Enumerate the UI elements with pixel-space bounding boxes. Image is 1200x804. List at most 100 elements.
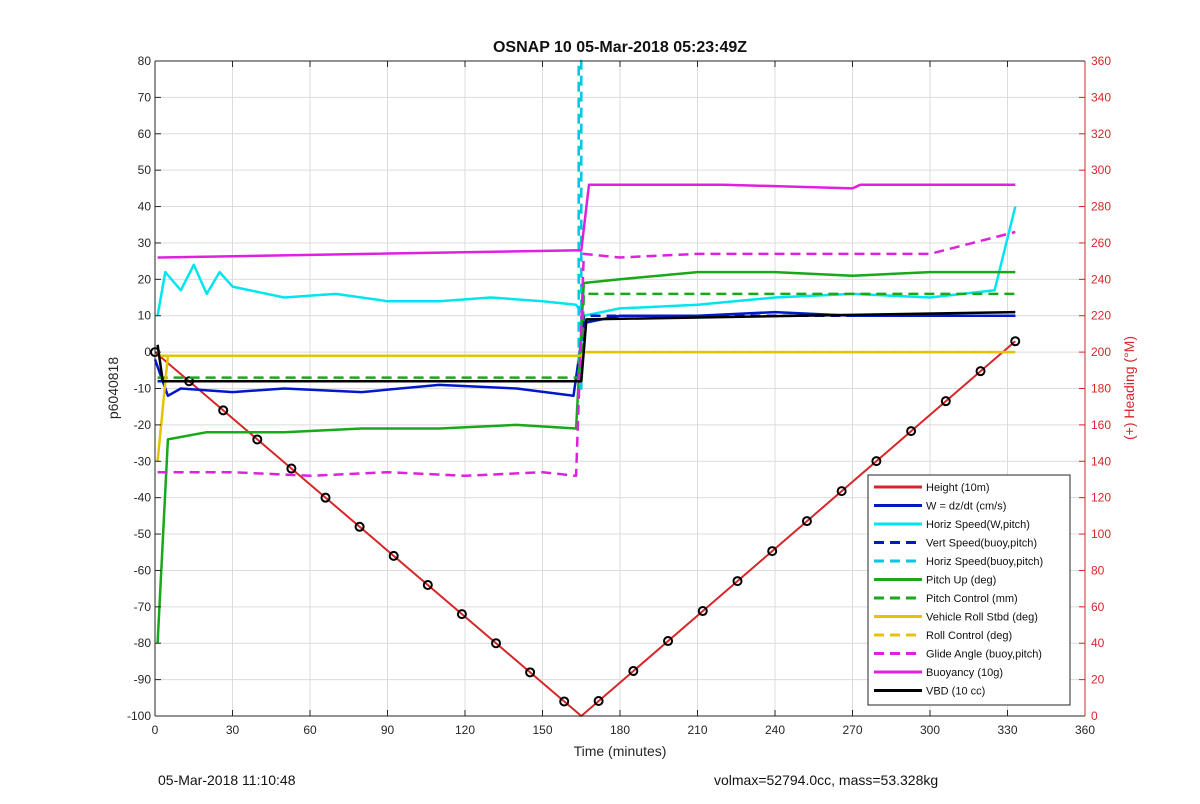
y-tick-label: -100 (127, 709, 151, 723)
legend-entry-3: Vert Speed(buoy,pitch) (926, 538, 1037, 550)
y-tick-label: -60 (134, 563, 152, 577)
y2-tick-label: 360 (1091, 54, 1111, 68)
legend-entry-2: Horiz Speed(W,pitch) (926, 519, 1030, 531)
y2-tick-label: 60 (1091, 600, 1105, 614)
height-marker (663, 636, 674, 647)
legend-entry-11: VBD (10 cc) (926, 686, 985, 698)
y-tick-label: -50 (134, 527, 152, 541)
legend-entry-9: Glide Angle (buoy,pitch) (926, 649, 1042, 661)
footer-timestamp: 05-Mar-2018 11:10:48 (158, 772, 296, 788)
x-tick-label: 30 (226, 723, 240, 737)
height-marker (767, 546, 778, 557)
height-marker (388, 550, 399, 561)
legend-entry-6: Pitch Control (mm) (926, 593, 1018, 605)
height-marker (697, 606, 708, 617)
y-axis-label: p6040818 (105, 357, 121, 420)
x-axis-label: Time (minutes) (574, 743, 667, 759)
y-tick-label: -10 (134, 382, 152, 396)
height-marker (628, 666, 639, 677)
y2-tick-label: 200 (1091, 345, 1111, 359)
x-tick-label: 300 (920, 723, 940, 737)
y-tick-label: -70 (134, 600, 152, 614)
y2-tick-label: 80 (1091, 563, 1105, 577)
y2-tick-label: 340 (1091, 90, 1111, 104)
height-marker (491, 638, 501, 649)
height-marker (801, 516, 812, 527)
x-tick-label: 180 (610, 723, 630, 737)
series-line-9 (157, 230, 1016, 478)
legend-entry-0: Height (10m) (926, 482, 990, 494)
height-marker (354, 521, 365, 532)
height-marker (732, 576, 743, 587)
y-tick-label: -80 (134, 636, 152, 650)
x-tick-label: 210 (687, 723, 707, 737)
legend-entry-7: Vehicle Roll Stbd (deg) (926, 612, 1038, 624)
x-tick-label: 60 (303, 723, 317, 737)
height-marker (422, 580, 433, 590)
y2-tick-label: 320 (1091, 127, 1111, 141)
y2-tick-label: 240 (1091, 272, 1111, 286)
y-tick-label: 30 (138, 236, 152, 250)
height-marker (975, 366, 986, 377)
x-tick-label: 270 (842, 723, 862, 737)
y-tick-label: -90 (134, 673, 152, 687)
x-tick-label: 360 (1075, 723, 1095, 737)
y2-tick-label: 0 (1091, 709, 1098, 723)
series-layer (150, 59, 1021, 717)
y-tick-label: 50 (138, 163, 152, 177)
axes: 0 30 60 90 120 150 180 210 240 270 300 330 360-100-9… (127, 54, 1111, 737)
y2-tick-label: 220 (1091, 309, 1111, 323)
y-tick-label: 60 (138, 127, 152, 141)
height-marker (836, 486, 847, 497)
y2-tick-label: 180 (1091, 382, 1111, 396)
series-line-2 (156, 206, 1017, 317)
y2-tick-label: 160 (1091, 418, 1111, 432)
y2-tick-label: 260 (1091, 236, 1111, 250)
legend-entry-8: Roll Control (deg) (926, 630, 1012, 642)
height-marker (906, 426, 917, 437)
y-tick-label: 40 (138, 200, 152, 214)
series-line-6 (157, 292, 1016, 379)
y-tick-label: -40 (134, 491, 152, 505)
legend: Height (10m) W = dz/dt (cm/s) Horiz Speed(… (867, 474, 1071, 706)
x-tick-label: 0 (152, 723, 159, 737)
legend-entry-5: Pitch Up (deg) (926, 575, 996, 587)
x-tick-label: 90 (381, 723, 395, 737)
height-marker (871, 456, 882, 467)
height-marker (286, 463, 297, 474)
y-tick-label: 0 (144, 345, 151, 359)
height-marker (940, 396, 951, 407)
legend-entry-4: Horiz Speed(buoy,pitch) (926, 556, 1043, 568)
y2-axis-label: (+) Heading (°M) (1121, 336, 1137, 440)
legend-entry-10: Buoyancy (10g) (926, 667, 1003, 679)
height-marker (218, 405, 229, 416)
y-tick-label: -20 (134, 418, 152, 432)
y2-tick-label: 100 (1091, 527, 1111, 541)
series-line-1 (153, 310, 1016, 398)
y2-tick-label: 300 (1091, 163, 1111, 177)
chart-title: OSNAP 10 05-Mar-2018 05:23:49Z (493, 39, 747, 56)
y-tick-label: 70 (138, 90, 152, 104)
y-tick-label: -30 (134, 454, 152, 468)
height-marker (456, 609, 467, 620)
height-marker (559, 696, 570, 707)
legend-entry-1: W = dz/dt (cm/s) (926, 501, 1006, 513)
x-tick-label: 120 (455, 723, 475, 737)
legend-box (867, 474, 1071, 706)
height-marker (252, 434, 263, 445)
y2-tick-label: 140 (1091, 454, 1111, 468)
height-marker (1010, 336, 1021, 347)
height-marker (593, 696, 604, 707)
y-tick-label: 20 (138, 272, 152, 286)
y2-tick-label: 280 (1091, 200, 1111, 214)
y2-tick-label: 120 (1091, 491, 1111, 505)
x-tick-label: 330 (997, 723, 1017, 737)
y-tick-label: 80 (138, 54, 152, 68)
series-line-11 (156, 310, 1016, 383)
y2-tick-label: 40 (1091, 636, 1105, 650)
x-tick-label: 150 (532, 723, 552, 737)
footer-vehicle-info: volmax=52794.0cc, mass=53.328kg (714, 772, 939, 788)
series-line-5 (156, 270, 1016, 644)
height-marker (525, 667, 536, 678)
